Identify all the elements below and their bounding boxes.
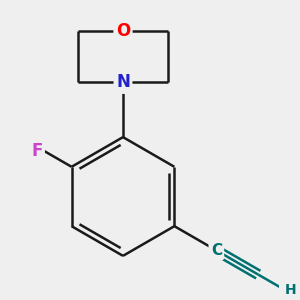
Text: C: C — [211, 243, 222, 258]
Text: F: F — [31, 142, 42, 160]
Text: H: H — [285, 283, 296, 297]
Text: O: O — [116, 22, 130, 40]
Text: N: N — [116, 74, 130, 92]
